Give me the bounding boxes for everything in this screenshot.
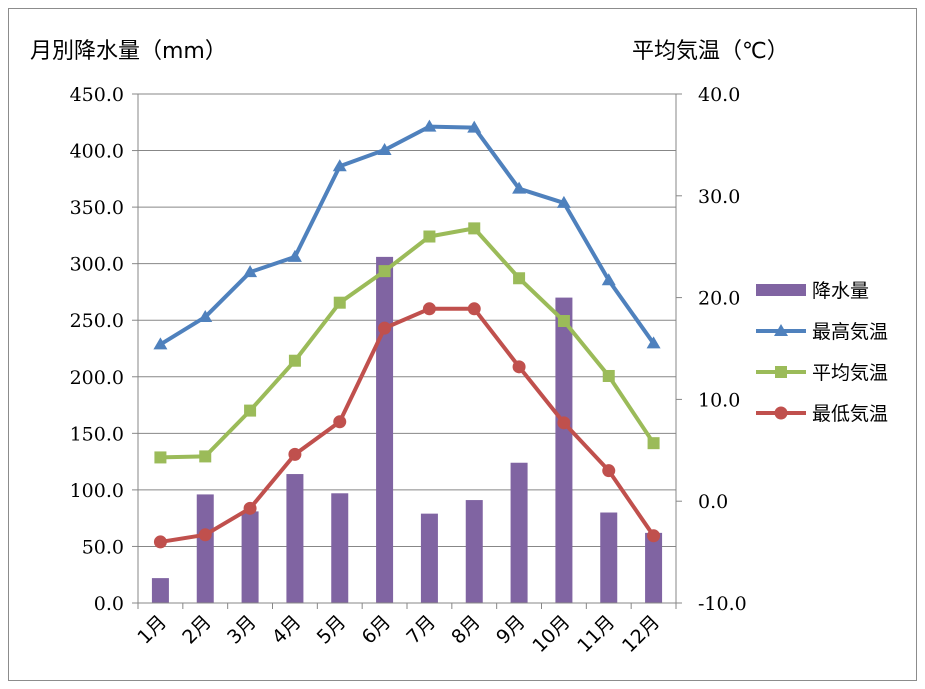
circle-marker <box>512 360 526 374</box>
square-marker <box>378 265 391 278</box>
triangle-marker <box>467 120 482 133</box>
x-tick-label: 11月 <box>573 611 619 657</box>
square-marker <box>775 366 787 378</box>
square-marker <box>244 404 257 417</box>
y-tick-label: 0.0 <box>94 593 124 615</box>
bar <box>196 494 214 603</box>
y-axis-label-right: 平均気温（℃） <box>632 39 789 64</box>
bar <box>600 512 618 603</box>
circle-marker <box>153 535 167 549</box>
square-marker <box>333 296 346 309</box>
legend-label: 降水量 <box>812 280 869 302</box>
series-line <box>160 306 656 544</box>
bar <box>420 513 438 603</box>
bar <box>241 511 259 603</box>
circle-marker <box>198 528 212 542</box>
square-marker <box>602 369 615 382</box>
circle-marker <box>602 464 616 478</box>
series-line <box>159 124 656 347</box>
y-axis-label-left: 月別降水量（mm） <box>30 39 227 64</box>
triangle-marker <box>512 181 527 194</box>
y2-tick-label: -10.0 <box>698 593 747 615</box>
x-tick-label: 5月 <box>313 611 351 649</box>
y-tick-label: 450.0 <box>70 84 124 106</box>
triangle-marker <box>287 249 302 262</box>
circle-marker <box>378 321 392 335</box>
triangle-marker <box>774 324 788 336</box>
legend-label: 最低気温 <box>812 403 888 425</box>
x-tick-label: 2月 <box>178 611 216 649</box>
bar <box>286 474 304 603</box>
square-marker <box>468 222 481 235</box>
y-tick-label: 350.0 <box>70 197 124 219</box>
triangle-marker <box>556 195 571 208</box>
bar <box>645 532 663 603</box>
triangle-marker <box>377 142 392 155</box>
triangle-marker <box>332 159 347 172</box>
y2-tick-label: 10.0 <box>698 389 740 411</box>
bar <box>331 493 349 603</box>
y-tick-label: 400.0 <box>70 141 124 163</box>
triangle-marker <box>422 119 437 132</box>
square-marker <box>557 315 570 328</box>
square-marker <box>154 451 167 464</box>
bar <box>151 578 169 603</box>
circle-marker <box>333 415 347 429</box>
triangle-marker <box>198 309 213 322</box>
x-tick-label: 6月 <box>358 611 396 649</box>
circle-marker <box>557 416 571 430</box>
triangle-marker <box>601 273 616 286</box>
x-tick-label: 9月 <box>492 611 530 649</box>
square-marker <box>647 437 660 450</box>
y-tick-label: 250.0 <box>70 310 124 332</box>
x-tick-label: 10月 <box>528 611 574 657</box>
bars-layer <box>151 256 663 603</box>
triangle-marker <box>153 337 168 350</box>
y2-tick-label: 30.0 <box>698 186 740 208</box>
circle-marker <box>647 529 661 543</box>
legend-label: 平均気温 <box>812 362 888 384</box>
square-marker <box>288 354 301 367</box>
circle-marker <box>467 302 481 316</box>
y2-tick-label: 40.0 <box>698 84 740 106</box>
lines-layer <box>153 119 661 549</box>
series-line <box>160 226 656 460</box>
x-tick-label: 1月 <box>133 611 171 649</box>
y-tick-label: 100.0 <box>70 480 124 502</box>
circle-marker <box>288 447 302 461</box>
square-marker <box>513 272 526 285</box>
y-tick-label: 150.0 <box>70 423 124 445</box>
bar <box>555 297 573 603</box>
y-tick-label: 50.0 <box>82 536 124 558</box>
legend-label: 最高気温 <box>812 321 888 343</box>
bar <box>510 462 528 603</box>
circle-marker <box>422 302 436 316</box>
bar <box>376 256 394 603</box>
square-marker <box>199 450 212 463</box>
y-tick-label: 200.0 <box>70 367 124 389</box>
x-tick-label: 7月 <box>402 611 440 649</box>
bar <box>465 500 483 603</box>
circle-marker <box>243 501 257 515</box>
y-tick-label: 300.0 <box>70 254 124 276</box>
square-marker <box>423 230 436 243</box>
x-tick-label: 3月 <box>223 611 261 649</box>
x-tick-label: 8月 <box>447 611 485 649</box>
triangle-marker <box>243 265 258 278</box>
legend-swatch <box>756 284 806 296</box>
x-tick-label: 12月 <box>618 611 664 657</box>
x-tick-label: 4月 <box>268 611 306 649</box>
y2-tick-label: 0.0 <box>698 491 728 513</box>
y2-tick-label: 20.0 <box>698 288 740 310</box>
triangle-marker <box>646 336 661 349</box>
circle-marker <box>774 406 788 420</box>
